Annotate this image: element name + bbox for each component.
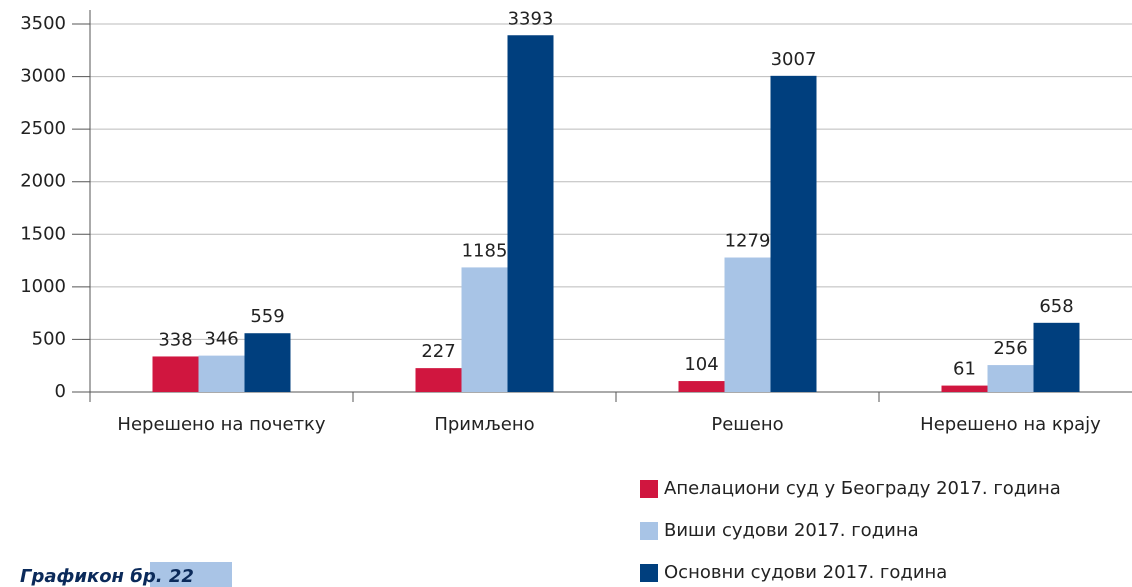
bar (198, 355, 245, 392)
bar (987, 365, 1034, 392)
x-tick-label: Нерешено на почетку (117, 414, 326, 435)
value-label: 104 (684, 354, 718, 375)
x-tick-label: Нерешено на крају (920, 414, 1101, 435)
legend-swatch (640, 564, 658, 582)
value-label: 1279 (725, 231, 771, 252)
y-tick-label: 1000 (20, 276, 66, 297)
bar (770, 75, 817, 393)
value-label: 559 (250, 306, 284, 327)
legend-label: Виши судови 2017. година (664, 520, 919, 541)
value-label: 1185 (462, 240, 508, 261)
bar (941, 385, 988, 392)
value-label: 3393 (508, 8, 554, 29)
value-label: 61 (953, 359, 976, 380)
x-tick-label: Примљено (434, 414, 534, 435)
x-tick-label: Решено (711, 414, 783, 435)
legend-label: Апелациони суд у Београду 2017. година (664, 478, 1061, 499)
bar (1033, 322, 1080, 392)
value-label: 346 (204, 329, 238, 350)
y-tick-label: 500 (32, 328, 66, 349)
legend-swatch (640, 522, 658, 540)
value-label: 3007 (771, 49, 817, 70)
bar (461, 267, 508, 392)
y-tick-label: 2000 (20, 171, 66, 192)
y-tick-label: 3000 (20, 66, 66, 87)
caption: Графикон бр. 22 (20, 566, 194, 587)
value-label: 227 (421, 341, 455, 362)
value-label: 256 (993, 338, 1027, 359)
bar (244, 333, 291, 392)
bar (152, 356, 199, 392)
caption-box (150, 562, 232, 587)
legend-swatch (640, 480, 658, 498)
legend-label: Основни судови 2017. година (664, 562, 947, 583)
bar (507, 35, 554, 393)
bar (678, 381, 725, 392)
value-label: 338 (158, 329, 192, 350)
y-tick-label: 0 (55, 381, 66, 402)
bar (415, 368, 462, 392)
value-label: 658 (1039, 296, 1073, 317)
y-tick-label: 1500 (20, 223, 66, 244)
y-tick-label: 2500 (20, 118, 66, 139)
bar (724, 257, 771, 392)
y-tick-label: 3500 (20, 13, 66, 34)
